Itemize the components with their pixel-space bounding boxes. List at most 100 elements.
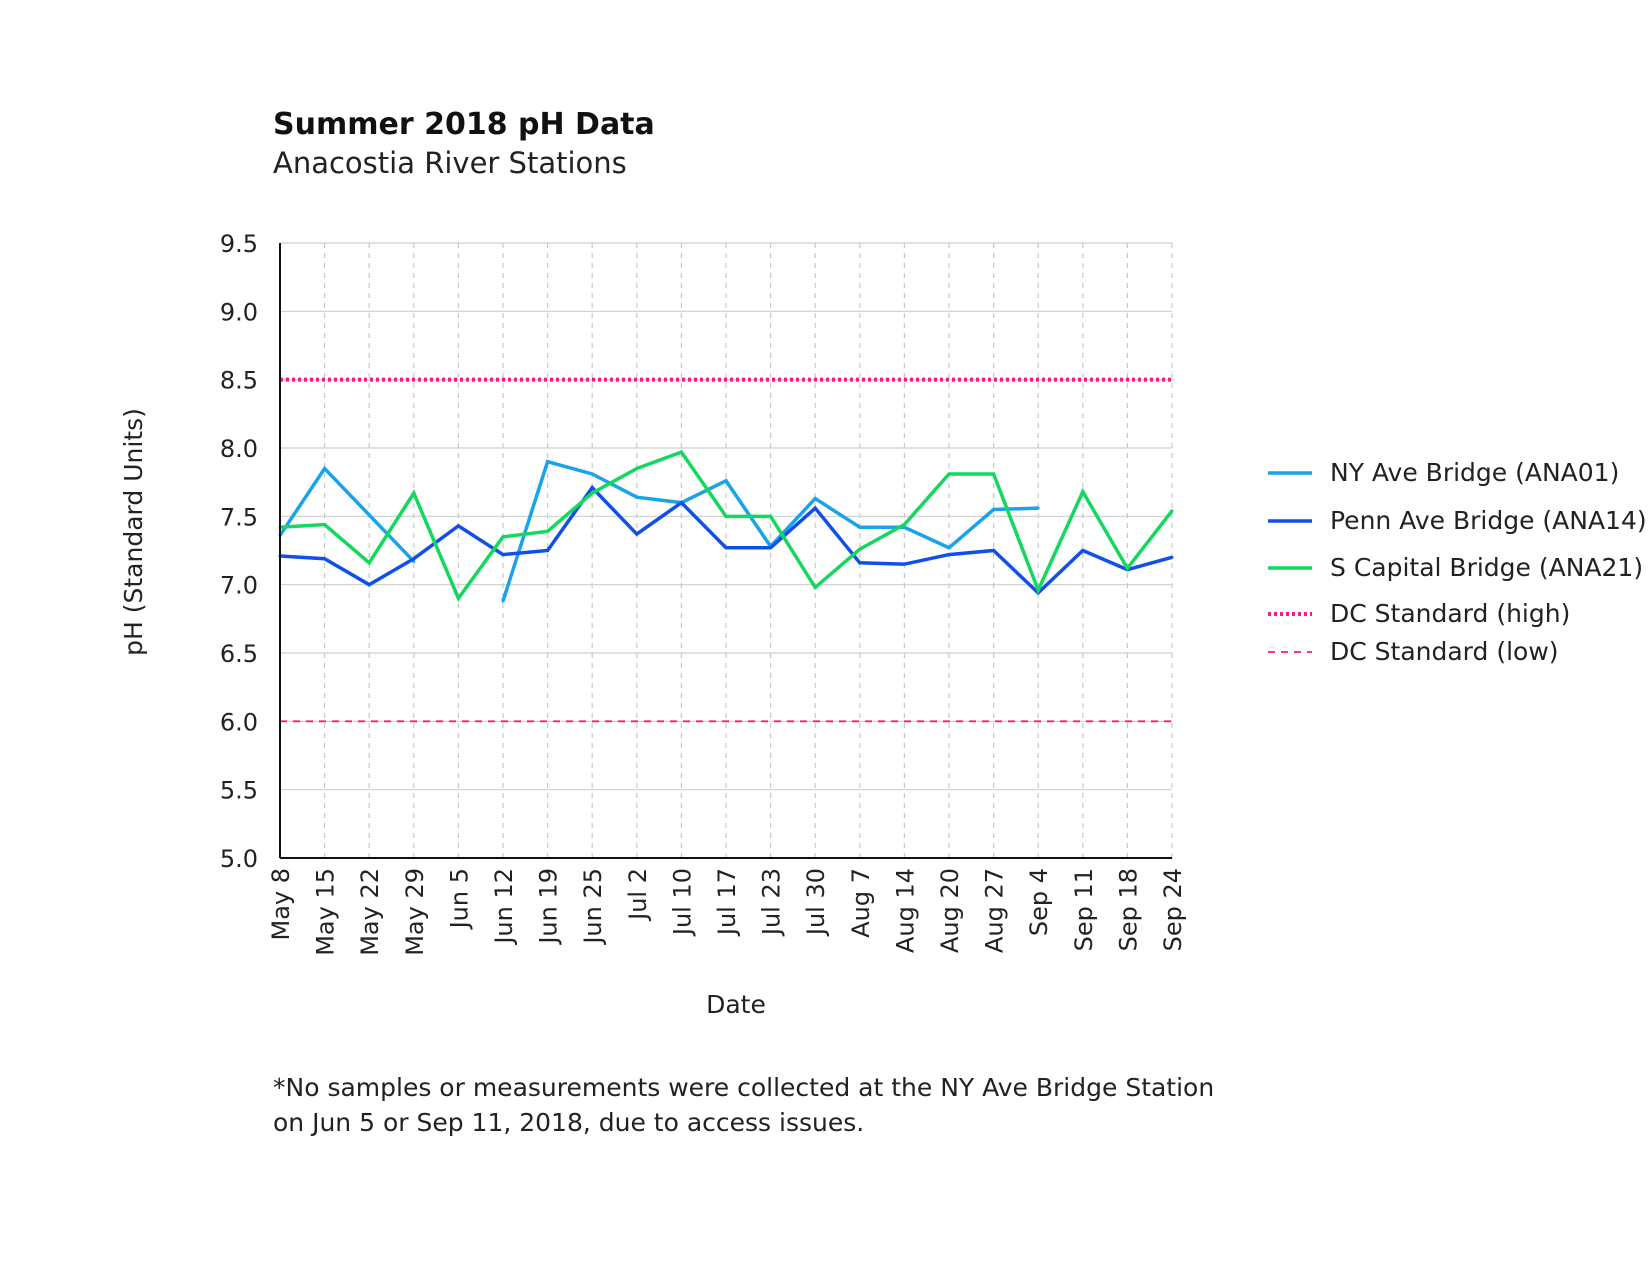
x-tick-label: Jun 12 [490,868,518,946]
x-tick-label: Jul 2 [624,868,652,922]
x-tick-label: Aug 27 [981,868,1009,953]
data-point [992,549,996,552]
legend: NY Ave Bridge (ANA01) Penn Ave Bridge (AN… [1268,458,1647,666]
data-point [1036,588,1040,592]
y-tick-label: 8.0 [220,435,258,463]
x-tick-label: Sep 18 [1114,868,1142,951]
data-point [1170,555,1174,559]
data-point [546,529,550,533]
data-point [590,472,594,476]
x-axis-label: Date [706,990,766,1019]
data-point [1081,549,1085,552]
data-point [902,523,906,527]
data-point [1036,506,1040,510]
data-point [858,561,862,565]
data-point [323,557,327,561]
x-tick-label: Jun 19 [535,868,563,946]
legend-label: DC Standard (high) [1330,599,1570,628]
data-point [902,562,906,566]
series-line-0 [278,465,416,563]
y-tick-label: 9.0 [220,298,258,326]
data-point [501,599,505,603]
x-tick-labels: May 8 May 15 May 22 May 29 Jun 5 Jun 12 Jun 19… [267,868,1187,956]
x-tick-label: Jul 17 [713,868,741,937]
data-point [367,513,371,517]
data-point [947,546,951,550]
data-point [1170,509,1174,513]
data-point [635,495,639,499]
data-point [635,467,639,470]
x-tick-label: May 22 [356,868,384,956]
data-point [323,523,327,527]
chart-subtitle: Anacostia River Stations [273,146,627,180]
reference-lines [280,377,1172,723]
x-tick-label: Jun 25 [579,868,607,946]
data-point [679,501,683,505]
data-point [813,497,817,501]
data-series [278,449,1174,603]
y-tick-labels: 5.0 5.5 6.0 6.5 7.0 7.5 8.0 8.5 9.0 9.5 [220,230,258,873]
y-tick-label: 7.5 [220,503,258,531]
x-tick-label: Aug 20 [936,868,964,953]
axes [279,243,1172,859]
y-tick-label: 8.5 [220,367,258,395]
y-tick-label: 5.0 [220,845,258,873]
data-point [323,467,327,470]
legend-label: Penn Ave Bridge (ANA14) [1330,506,1647,535]
y-tick-label: 6.0 [220,708,258,736]
x-tick-label: Aug 14 [891,868,919,953]
data-point [813,585,817,589]
x-tick-label: May 8 [267,868,295,941]
data-point [501,553,505,557]
gridlines [280,242,1173,858]
data-point [501,535,505,539]
data-point [367,561,371,565]
data-point [947,472,951,476]
footnote-line-2: on Jun 5 or Sep 11, 2018, due to access … [273,1108,864,1137]
y-tick-label: 5.5 [220,777,258,805]
data-point [546,460,550,464]
data-point [679,450,683,454]
data-point [456,596,460,600]
legend-label: DC Standard (low) [1330,637,1559,666]
y-tick-label: 9.5 [220,230,258,258]
data-point [724,546,728,550]
x-tick-label: Jul 30 [802,868,830,937]
data-point [590,486,594,490]
legend-label: NY Ave Bridge (ANA01) [1330,458,1619,487]
y-tick-label: 7.0 [220,572,258,600]
data-point [947,553,951,557]
data-point [769,546,773,550]
data-point [412,557,416,561]
x-tick-label: May 29 [401,868,429,956]
data-point [724,514,728,518]
footnote-line-1: *No samples or measurements were collect… [273,1073,1214,1102]
data-point [858,547,862,551]
y-axis-label: pH (Standard Units) [119,408,148,656]
data-point [412,491,416,495]
data-point [992,472,996,476]
x-tick-label: Sep 11 [1070,868,1098,951]
data-point [1081,490,1085,494]
data-point [367,583,371,587]
data-point [992,508,996,511]
legend-label: S Capital Bridge (ANA21) [1330,553,1643,582]
data-point [456,524,460,528]
x-tick-label: Sep 24 [1159,868,1187,951]
data-point [635,532,639,536]
x-tick-label: Jun 5 [445,868,473,930]
x-tick-label: Sep 4 [1025,868,1053,936]
data-point [813,506,817,510]
series-line-0 [501,459,1039,602]
y-tick-label: 6.5 [220,640,258,668]
data-point [546,549,550,552]
data-point [769,514,773,518]
x-tick-label: May 15 [312,868,340,956]
data-point [858,525,862,529]
data-point [590,491,594,495]
chart-title: Summer 2018 pH Data [273,107,655,142]
x-tick-label: Aug 7 [847,868,875,938]
x-tick-label: Jul 10 [668,868,696,937]
